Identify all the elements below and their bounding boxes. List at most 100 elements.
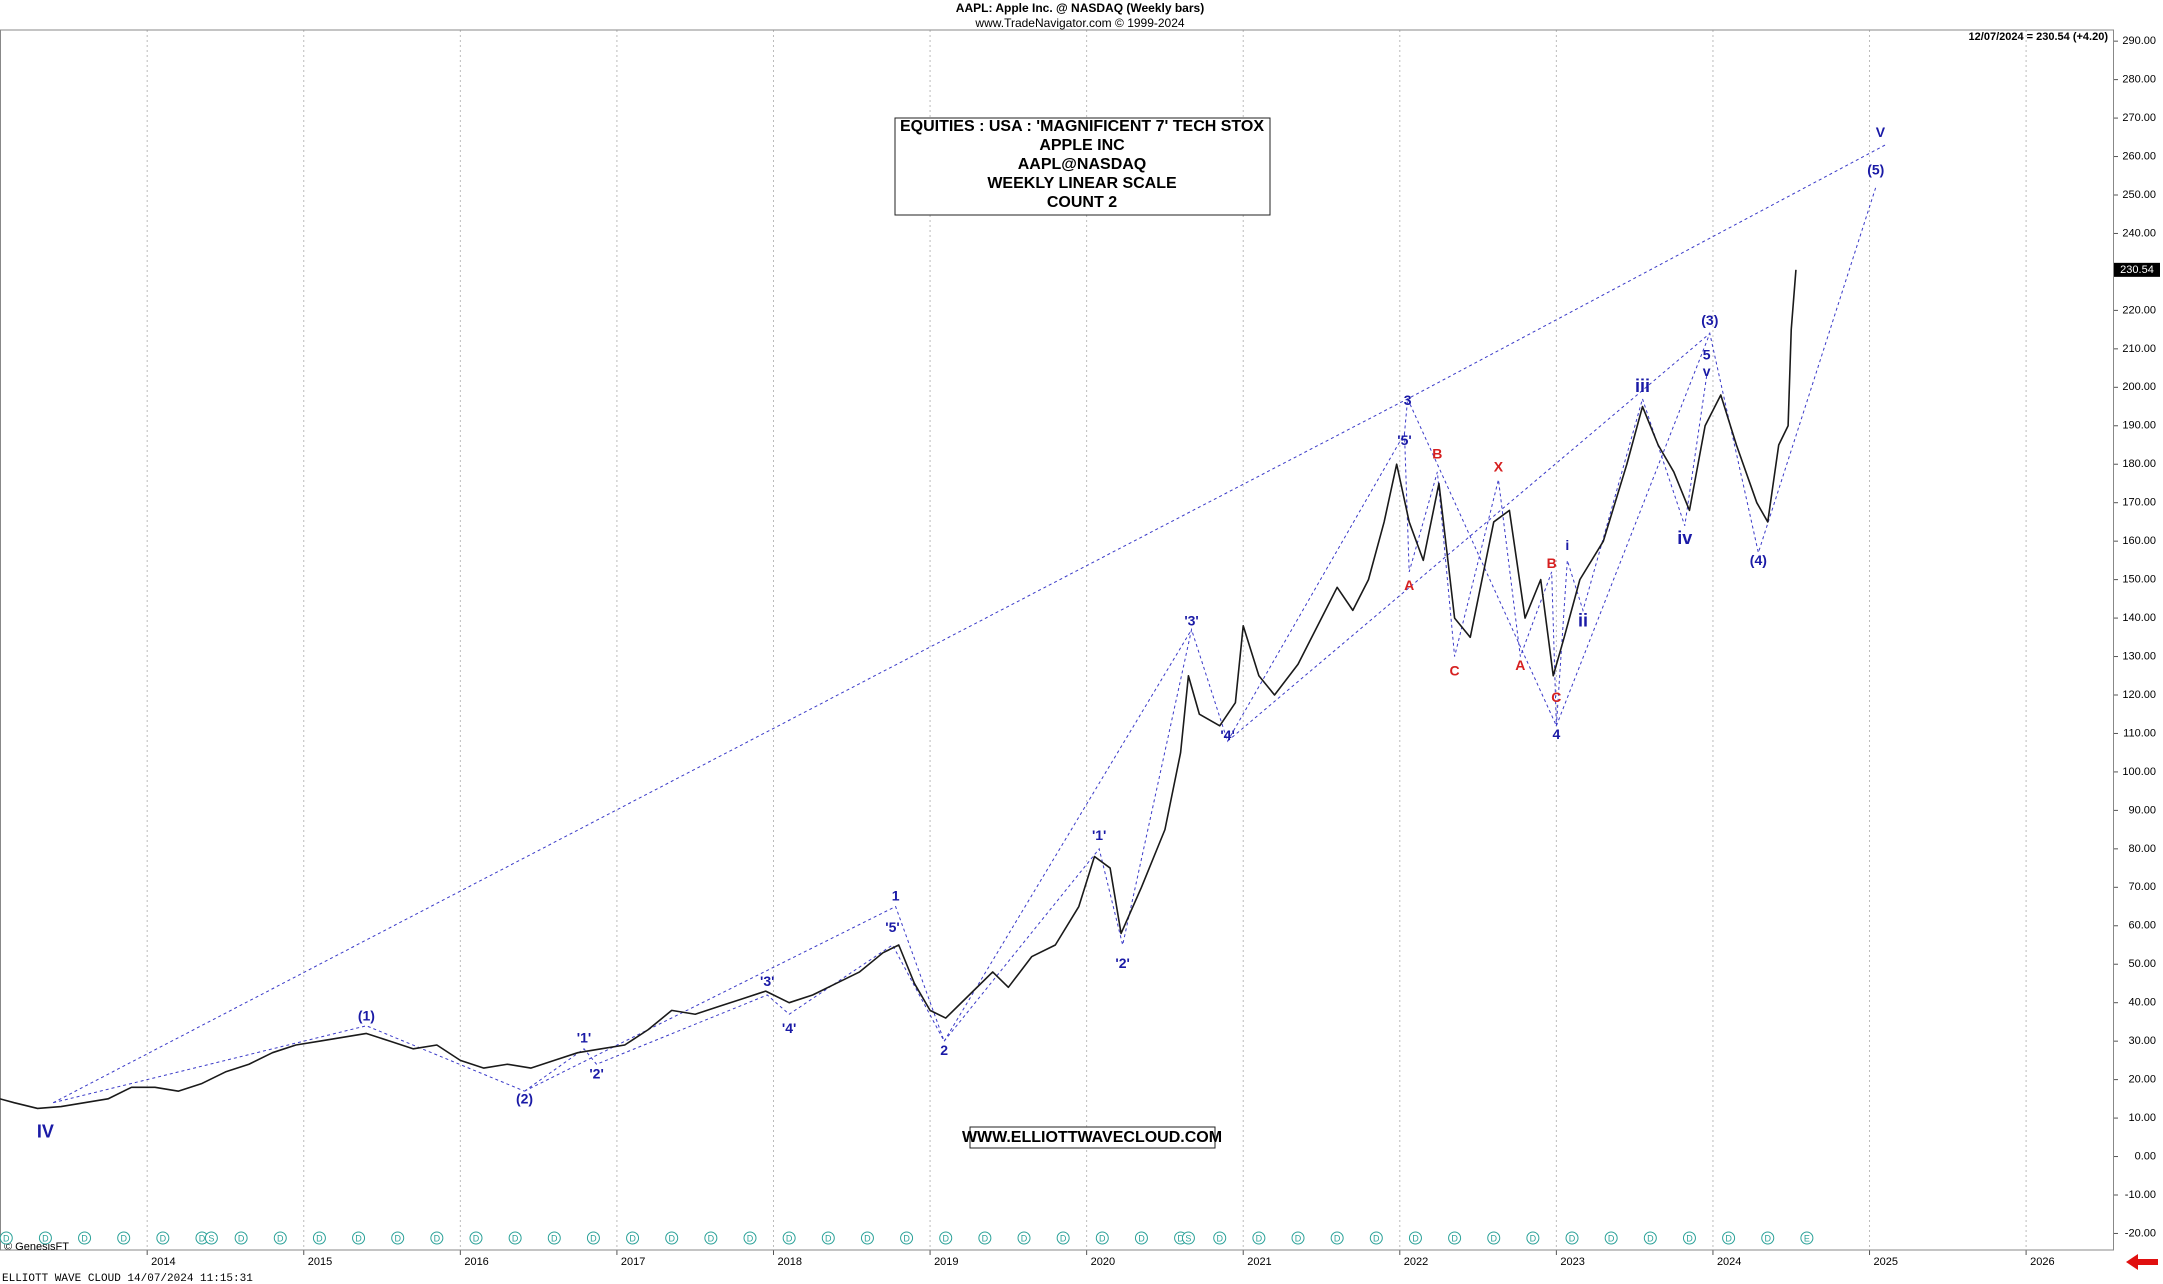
event-marker [1181,1231,1195,1245]
x-tick-label: 2026 [2030,1256,2054,1268]
event-label: D [42,1233,49,1243]
event-label: D [160,1233,167,1243]
event-marker [117,1231,131,1245]
wave-label: iv [1677,528,1692,548]
scroll-arrow[interactable] [2126,1254,2158,1270]
event-label: D [81,1233,88,1243]
event-label: D [747,1233,754,1243]
wave-label: IV [37,1121,54,1141]
x-tick-label: 2025 [1874,1256,1898,1268]
event-marker [234,1231,248,1245]
event-marker [743,1231,757,1245]
event-marker [391,1231,405,1245]
event-marker [860,1231,874,1245]
wave-label: C [1450,663,1460,679]
event-marker [508,1231,522,1245]
wave-label: '5' [1397,432,1411,448]
wave-label: (4) [1750,552,1767,568]
event-label: D [512,1233,519,1243]
y-tick-label: 130.00 [2122,650,2156,662]
y-tick-label: 50.00 [2128,958,2156,970]
x-tick-label: 2019 [934,1256,958,1268]
event-label: D [1373,1233,1380,1243]
event-label: D [1334,1233,1341,1243]
y-tick-label: 210.00 [2122,343,2156,355]
event-marker [0,1231,13,1245]
event-label: D [434,1233,441,1243]
y-tick-label: 200.00 [2122,381,2156,393]
event-marker [1487,1231,1501,1245]
event-label: D [825,1233,832,1243]
wave-label: X [1494,458,1504,474]
event-label: D [1177,1233,1184,1243]
event-label: D [1256,1233,1263,1243]
credit: © GenesisFT [4,1241,69,1253]
event-label: D [629,1233,636,1243]
wave-label: '1' [577,1030,591,1046]
plot-frame [0,29,2114,1251]
event-marker [1800,1231,1814,1245]
trendline [1555,375,1708,726]
grid-layer: -20.00 -10.00 0.00 10.00 20.00 30.00 40.00 50.0… [146,30,2156,1268]
event-label: S [1185,1233,1191,1243]
event-marker [156,1231,170,1245]
event-label: D [394,1233,401,1243]
event-label: D [1725,1233,1732,1243]
y-tick-label: 150.00 [2122,574,2156,586]
y-tick-label: 250.00 [2122,189,2156,201]
data-layer: 230.54 IV (1) (2) '1' '2' '3' '4' 1 '5' 2 '1' '2' '3'… [0,124,2160,1245]
event-label: D [1295,1233,1302,1243]
event-marker [704,1231,718,1245]
x-tick-label: 2015 [308,1256,332,1268]
y-tick-label: 40.00 [2128,997,2156,1009]
wave-label: '1' [1092,827,1106,843]
event-marker [1408,1231,1422,1245]
event-marker [273,1231,287,1245]
y-tick-label: 180.00 [2122,458,2156,470]
chart-title: AAPL: Apple Inc. @ NASDAQ (Weekly bars) [956,1,1204,15]
wave-label: '4' [1220,727,1234,743]
wave-label: B [1547,555,1557,571]
event-marker [469,1231,483,1245]
wave-label: (3) [1701,312,1718,328]
chart-subtitle: www.TradeNavigator.com © 1999-2024 [974,16,1184,30]
event-marker [626,1231,640,1245]
x-tick-label: 2023 [1560,1256,1584,1268]
wave-label: B [1432,446,1442,462]
event-label: E [1804,1233,1810,1243]
wave-label: v [1703,363,1711,379]
wave-label: 3 [1404,392,1412,408]
footer: ELLIOTT WAVE CLOUD 14/07/2024 11:15:31 [2,1273,253,1284]
wave-label: i [1565,537,1569,553]
wave-label: (1) [358,1008,375,1024]
wave-label: V [1876,124,1886,140]
y-tick-label: -20.00 [2125,1227,2156,1239]
info-box [894,117,1271,216]
event-marker [782,1231,796,1245]
trendline [1403,433,1557,726]
trendline [943,629,1192,1042]
event-label: D [708,1233,715,1243]
last-price-box [2114,262,2160,277]
event-label: D [1490,1233,1497,1243]
event-label: D [1216,1233,1223,1243]
event-label: D [473,1233,480,1243]
x-tick-label: 2014 [151,1256,175,1268]
event-label: D [1451,1233,1458,1243]
info-line: WEEKLY LINEAR SCALE [987,175,1177,192]
wave-label: (2) [516,1090,533,1106]
y-tick-label: 190.00 [2122,420,2156,432]
event-label: D [1412,1233,1419,1243]
event-label: D [277,1233,284,1243]
event-label: D [1569,1233,1576,1243]
y-tick-label: 90.00 [2128,804,2156,816]
y-tick-label: 240.00 [2122,227,2156,239]
info-line: AAPL@NASDAQ [1018,156,1147,173]
event-label: D [1099,1233,1106,1243]
x-tick-label: 2021 [1247,1256,1271,1268]
wave-label: iii [1635,376,1650,396]
y-tick-label: 70.00 [2128,881,2156,893]
x-tick-label: 2016 [464,1256,488,1268]
event-marker [78,1231,92,1245]
event-label: D [942,1233,949,1243]
